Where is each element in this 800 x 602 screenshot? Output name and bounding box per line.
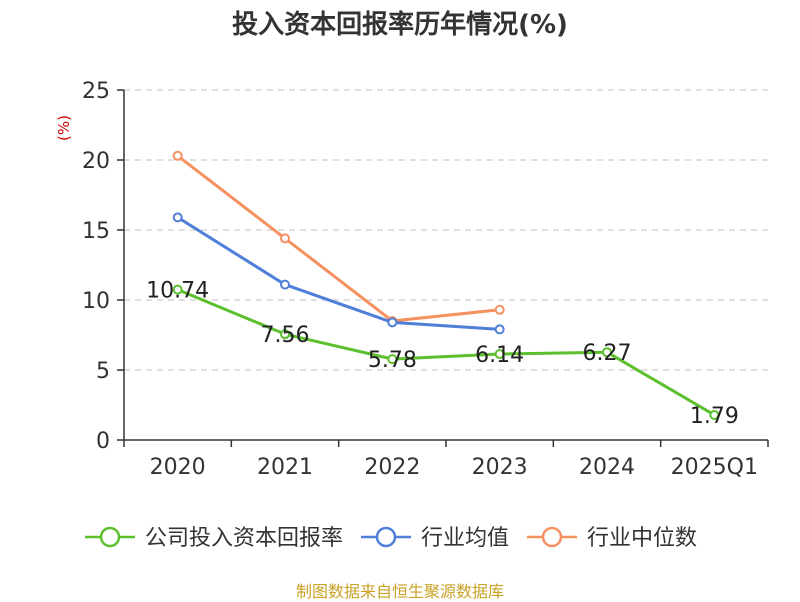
legend-label: 行业中位数	[587, 526, 697, 551]
data-label: 6.14	[475, 343, 524, 368]
series-line	[177, 288, 716, 417]
source-note: 制图数据来自恒生聚源数据库	[295, 582, 504, 601]
y-tick-label: 0	[96, 429, 110, 454]
data-point[interactable]	[494, 304, 505, 315]
legend-swatch-marker	[375, 526, 397, 548]
data-point[interactable]	[172, 284, 183, 295]
y-tick-label: 25	[82, 79, 110, 104]
data-point[interactable]	[172, 212, 183, 223]
x-tick-label: 2021	[257, 455, 313, 480]
y-axis-unit: (%)	[55, 115, 73, 141]
y-tick-label: 15	[82, 219, 110, 244]
data-point[interactable]	[280, 329, 290, 340]
data-point[interactable]	[494, 349, 505, 360]
data-point[interactable]	[280, 233, 290, 244]
data-point[interactable]	[709, 409, 720, 420]
data-point[interactable]	[494, 324, 505, 335]
x-tick-label: 2025Q1	[671, 455, 758, 480]
legend-item[interactable]: 公司投入资本回报率	[85, 526, 343, 551]
data-point[interactable]	[387, 354, 398, 365]
data-point[interactable]	[280, 279, 290, 290]
data-point[interactable]	[602, 347, 612, 358]
x-tick-label: 2022	[364, 455, 420, 480]
legend-item[interactable]: 行业中位数	[527, 526, 697, 551]
data-point[interactable]	[387, 317, 398, 328]
data-labels: 10.74 7.56 5.78 6.14 6.27 1.79	[146, 279, 739, 429]
x-tick-label: 2020	[150, 455, 206, 480]
legend-swatch-marker	[541, 526, 563, 548]
data-label: 6.27	[583, 341, 632, 366]
legend-swatch-marker	[99, 526, 121, 548]
y-tick-label: 20	[82, 149, 110, 174]
data-point[interactable]	[172, 150, 183, 161]
legend[interactable]: 公司投入资本回报率 行业均值 行业中位数	[85, 526, 697, 551]
y-tick-label: 10	[82, 289, 110, 314]
data-label: 10.74	[146, 279, 209, 304]
series-line	[176, 216, 500, 331]
legend-item[interactable]: 行业均值	[361, 526, 509, 551]
x-tick-label: 2024	[579, 455, 635, 480]
grid-lines	[124, 89, 768, 371]
axes: 0 5 10 15 20 25 (%) 2020 2021 2022 2023 2024 2025Q1	[55, 79, 769, 480]
x-tick-label: 2023	[472, 455, 528, 480]
data-label: 7.56	[261, 323, 310, 348]
data-label: 5.78	[368, 348, 417, 373]
series-group	[172, 150, 720, 420]
series-line	[176, 154, 500, 323]
y-tick-label: 5	[96, 359, 110, 384]
data-label: 1.79	[690, 404, 739, 429]
legend-label: 公司投入资本回报率	[145, 526, 343, 551]
chart-title: 投入资本回报率历年情况(%)	[232, 10, 568, 40]
legend-label: 行业均值	[421, 526, 509, 551]
